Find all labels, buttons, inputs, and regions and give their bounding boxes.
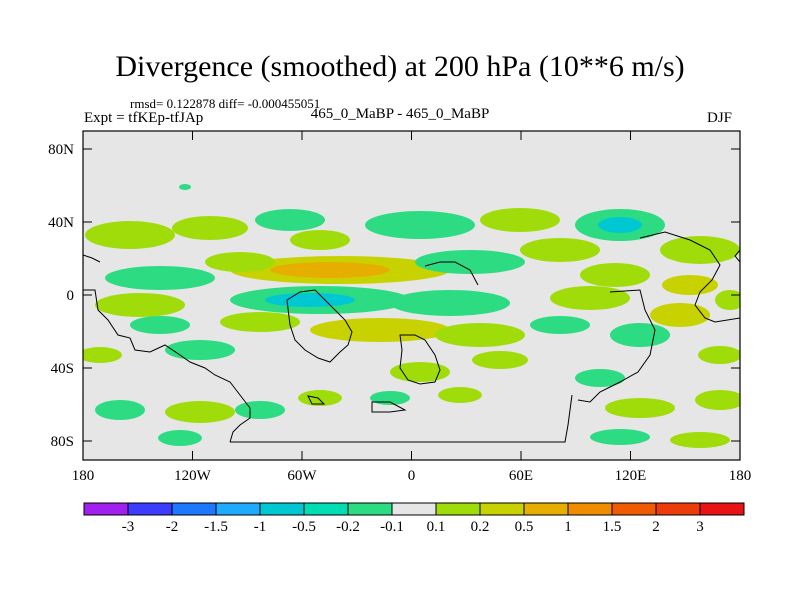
colorbar-swatch [391,502,437,516]
lon-label: 0 [408,468,416,484]
colorbar-label: -0.1 [380,519,404,535]
colorbar-label: 2 [652,519,660,535]
experiment-label: Expt = tfKEp-tfJAp [84,110,204,126]
colorbar-swatch [435,502,481,516]
lat-label: 0 [67,288,75,304]
lon-label: 60W [287,468,317,484]
lon-label: 120W [174,468,212,484]
colorbar-swatch [303,502,349,516]
colorbar-swatch [479,502,525,516]
lat-label: 40S [51,361,74,377]
lat-label: 40N [48,215,74,231]
lat-ticks [83,148,740,442]
lat-label: 80N [48,142,74,158]
colorbar-label: -1.5 [204,519,228,535]
lon-label: 180 [729,468,752,484]
colorbar-label: -3 [122,519,135,535]
season-label: DJF [706,110,732,126]
colorbar-label: 0.2 [471,519,490,535]
colorbar-label: 0.1 [427,519,446,535]
colorbar-label: 3 [696,519,704,535]
lat-label: 80S [51,434,74,450]
map-title: Divergence (smoothed) at 200 hPa (10**6 … [115,50,685,83]
lon-label: 120E [615,468,647,484]
colorbar-swatch [83,502,129,516]
colorbar-swatch [611,502,657,516]
divergence-field [83,184,740,448]
colorbar-swatch [523,502,569,516]
colorbar-swatch [347,502,393,516]
colorbar-swatch [655,502,701,516]
colorbar-label: -2 [166,519,179,535]
colorbar-swatch [567,502,613,516]
lon-label: 60E [509,468,533,484]
colorbar-label: -1 [254,519,267,535]
colorbar [83,502,745,516]
coastline [83,231,740,443]
colorbar-swatch [259,502,305,516]
lon-label: 180 [72,468,95,484]
comparison-label: 465_0_MaBP - 465_0_MaBP [310,106,490,122]
colorbar-swatch [699,502,745,516]
stats-text: rmsd= 0.122878 diff= -0.000455051 [130,96,321,111]
colorbar-swatch [171,502,217,516]
lon-ticks [82,131,741,460]
colorbar-swatch [127,502,173,516]
colorbar-label: 1.5 [603,519,622,535]
colorbar-label: -0.5 [292,519,316,535]
colorbar-label: 0.5 [515,519,534,535]
colorbar-label: 1 [564,519,572,535]
colorbar-swatch [215,502,261,516]
colorbar-label: -0.2 [336,519,360,535]
